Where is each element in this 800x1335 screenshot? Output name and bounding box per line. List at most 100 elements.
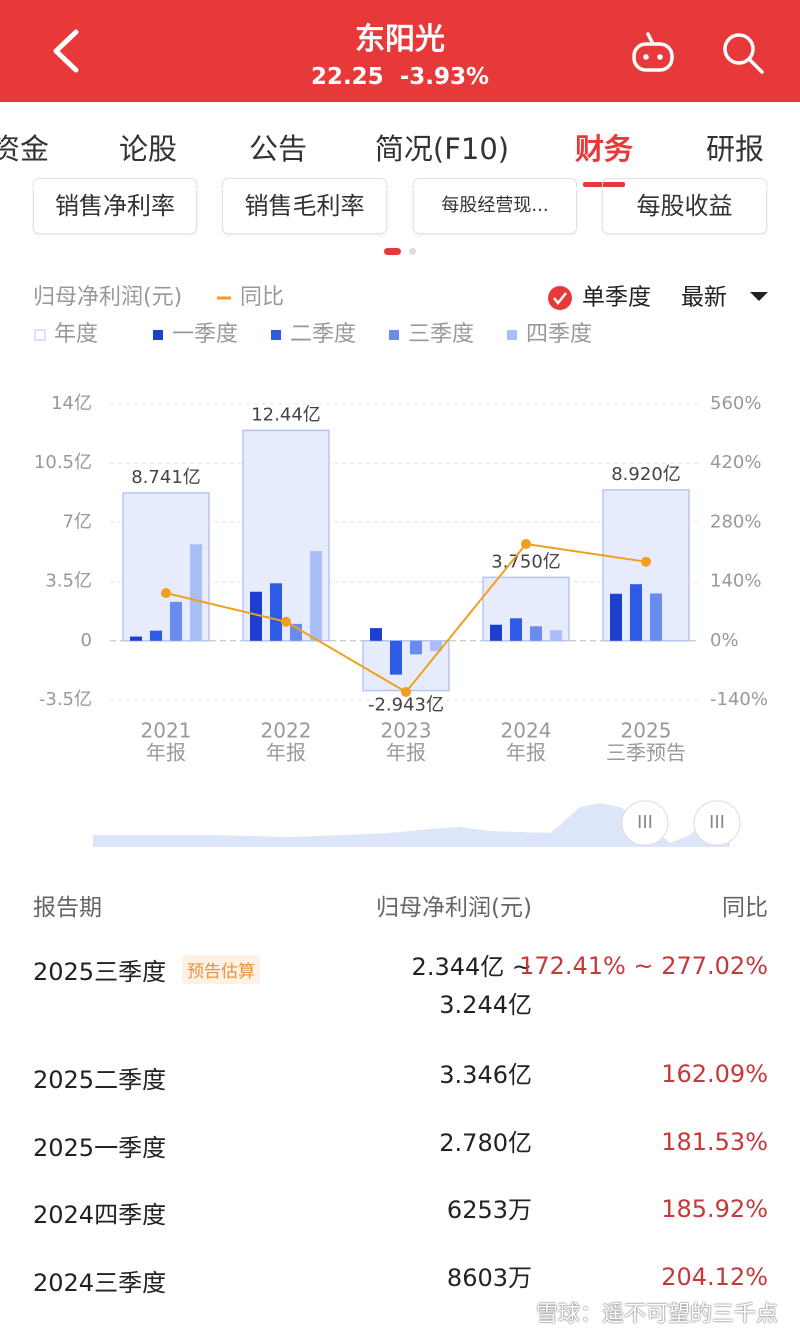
watermark: 雪球：遥不可望的三千点 [535,1302,778,1327]
bar [490,624,502,641]
y-axis-title: 归母净利润(元) [33,285,182,310]
data-label: -2.943亿 [368,695,444,716]
line-point [401,686,411,697]
range-slider[interactable]: III III [90,795,750,855]
data-label: 8.920亿 [611,464,681,485]
period: 2024三季度 [33,1269,167,1297]
data-label: 8.741亿 [131,467,201,488]
legend-swatch [389,330,399,340]
period-select[interactable]: 最新 [681,285,727,311]
y2-tick-label: 0% [710,630,739,651]
yoy: 172.41% ~ 277.02% [519,952,768,980]
single-quarter-toggle[interactable]: 单季度 [582,285,651,311]
search-icon[interactable] [720,30,766,76]
dropdown-arrow[interactable] [750,292,768,301]
legend-label: 同比 [240,285,284,310]
bar [190,544,202,641]
period: 2025三季度 [33,958,167,986]
legend-label: 四季度 [526,322,592,347]
tab[interactable]: 研报 [705,132,765,166]
line-point [641,556,651,567]
data-label: 12.44亿 [251,404,321,425]
legend-label: 二季度 [290,322,356,347]
change: -3.93% [399,64,490,90]
bar [250,591,262,641]
y-tick-label: 14亿 [51,393,92,414]
yoy: 162.09% [661,1060,768,1088]
yoy: 181.53% [661,1128,768,1156]
legend-swatch [271,330,281,340]
tab[interactable]: 简况(F10) [374,132,510,166]
quote: 22.25 -3.93% [0,64,800,90]
table-header: 归母净利润(元) [376,895,532,921]
table-header: 报告期 [33,895,102,921]
yoy: 185.92% [661,1195,768,1223]
checkbox[interactable] [548,286,572,310]
x-tick-label: 年报 [266,741,306,765]
bar [290,623,302,641]
bar [310,551,322,641]
profit: 2.780亿 [439,1129,532,1157]
legend-label: 一季度 [172,322,238,347]
y2-tick-label: 280% [710,511,761,532]
stock-name: 东阳光 [355,22,445,57]
bar [370,628,382,641]
header: 东阳光 22.25 -3.93% [0,0,800,102]
tab[interactable]: 资金 [0,132,50,166]
bar [390,640,402,675]
profit: 2.344亿 ~ 3.244亿 [411,953,532,1019]
back-button[interactable] [48,28,82,74]
x-tick-label: 2023 [381,719,432,743]
legend-swatch [34,329,46,341]
chart-header: 归母净利润(元) 单季度 最新 年度 一季度 二季度 三季度 四季度 同比 [33,285,768,347]
y-tick-label: 7亿 [63,511,92,532]
bar [610,593,622,641]
bar [410,640,422,655]
x-tick-label: 年报 [146,741,186,765]
bar [130,636,142,641]
bar [630,584,642,641]
period: 2024四季度 [33,1201,167,1229]
profit: 3.346亿 [439,1061,532,1089]
robot-icon[interactable] [628,30,678,74]
tag: 预告估算 [182,955,260,984]
line-point [521,538,531,549]
bar [170,601,182,641]
x-tick-label: 年报 [386,741,426,765]
table-header: 同比 [722,895,768,921]
svg-text:III: III [637,812,653,833]
svg-text:III: III [709,812,725,833]
y-tick-label: 10.5亿 [34,452,92,473]
bar [150,630,162,641]
bar [270,583,282,641]
chart: -3.5亿 0 3.5亿 7亿 10.5亿 14亿 -140% 0% 140% 280% 420% 5… [34,393,768,765]
bar [430,640,442,651]
y-tick-label: -3.5亿 [39,689,92,710]
profit: 8603万 [446,1264,532,1292]
price: 22.25 [310,64,384,90]
profit: 6253万 [446,1196,532,1224]
yoy: 204.12% [661,1263,768,1291]
tab[interactable]: 公告 [248,132,308,166]
x-tick-label: 2024 [501,719,552,743]
period: 2025一季度 [33,1134,167,1162]
line-point [281,616,291,627]
x-tick-label: 三季预告 [606,741,686,765]
y2-tick-label: 420% [710,452,761,473]
tab-underline [583,182,625,187]
tab[interactable]: 论股 [118,132,178,166]
y2-tick-label: 560% [710,393,761,414]
bar [510,618,522,641]
legend-label: 年度 [54,322,98,347]
x-tick-label: 2025 [621,719,672,743]
period: 2025二季度 [33,1066,167,1094]
pager-dot [409,248,416,255]
data-label: 3.750亿 [491,551,561,572]
y2-tick-label: -140% [710,689,768,710]
tab[interactable]: 财务 [574,132,634,166]
line-point [161,588,171,599]
legend-swatch [507,330,517,340]
legend-label: 三季度 [408,322,474,347]
y2-tick-label: 140% [710,571,761,592]
